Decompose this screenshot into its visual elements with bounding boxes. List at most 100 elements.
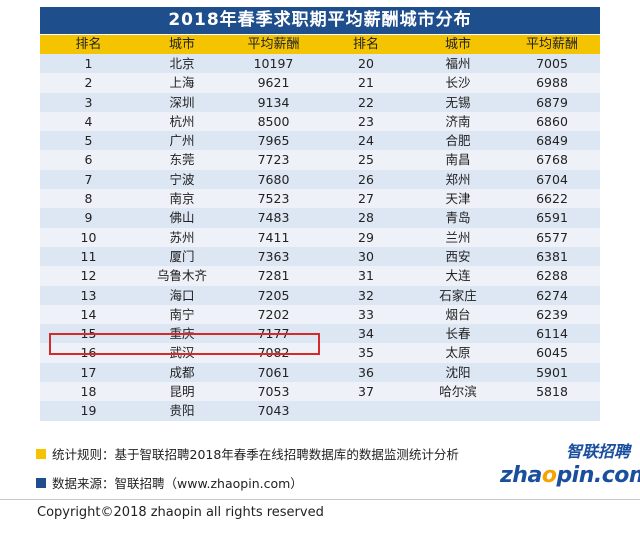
- yellow-square-icon: [36, 448, 46, 459]
- blue-square-icon: [36, 477, 46, 488]
- cell-rank-2: 23: [358, 113, 374, 129]
- cell-salary-2: 6879: [536, 94, 568, 110]
- cell-city-2: 合肥: [445, 133, 471, 149]
- header-salary-2: 平均薪酬: [525, 37, 578, 52]
- cell-city: 成都: [169, 364, 195, 380]
- cell-city: 佛山: [169, 210, 195, 226]
- cell-rank-2: 26: [358, 171, 374, 187]
- footnote-rule-text: 统计规则：基于智联招聘2018年春季在线招聘数据库的数据监测统计分析: [52, 447, 459, 462]
- cell-salary: 7082: [257, 345, 290, 361]
- cell-city-2: 青岛: [445, 210, 471, 226]
- cell-salary-2: 6045: [536, 345, 568, 361]
- cell-rank: 10: [80, 229, 97, 245]
- cell-salary-2: 6768: [536, 152, 568, 168]
- cell-salary-2: [504, 401, 600, 420]
- header-city: 城市: [168, 37, 195, 52]
- cell-rank-2: 28: [358, 210, 374, 226]
- cell-city-2: 天津: [445, 191, 471, 207]
- cell-rank: 19: [80, 403, 97, 419]
- cell-city-2: 太原: [445, 345, 471, 361]
- cell-city-2: 兰州: [445, 229, 471, 245]
- divider: [0, 499, 640, 500]
- cell-salary-2: 5818: [536, 384, 568, 400]
- cell-salary: 7053: [257, 384, 290, 400]
- zhaopin-logo: 智联招聘 zhaopin.com: [500, 438, 640, 488]
- table-row: 19 贵阳 7043: [40, 401, 600, 421]
- cell-rank-2: 37: [358, 384, 374, 400]
- cell-city: 深圳: [169, 94, 195, 110]
- cell-city: 昆明: [169, 384, 195, 400]
- cell-city: 厦门: [169, 248, 195, 264]
- cell-rank-2: 31: [358, 268, 374, 284]
- footnote-rule: 统计规则：基于智联招聘2018年春季在线招聘数据库的数据监测统计分析: [36, 444, 459, 463]
- cell-city-2: 大连: [445, 268, 471, 284]
- cell-rank: 18: [80, 384, 97, 400]
- cell-city-2: [412, 401, 504, 420]
- cell-salary: 7680: [257, 171, 290, 187]
- table-row: 9 佛山 7483 28 青岛 6591: [40, 208, 600, 228]
- cell-salary: 7043: [257, 403, 290, 419]
- highlight-box: [49, 333, 320, 355]
- cell-salary: 8500: [257, 113, 290, 129]
- cell-salary: 7411: [257, 229, 290, 245]
- cell-rank-2: 22: [358, 94, 374, 110]
- cell-city: 东莞: [169, 152, 195, 168]
- table-row: 4 杭州 8500 23 济南 6860: [40, 111, 600, 132]
- header-rank-2: 排名: [352, 37, 379, 52]
- table-row: 11 厦门 7363 30 西安 6381: [40, 246, 600, 267]
- table-title: 2018年春季求职期平均薪酬城市分布: [40, 7, 600, 34]
- cell-salary-2: 5901: [536, 364, 568, 380]
- table-row: 18 昆明 7053 37 哈尔滨 5818: [40, 382, 600, 402]
- cell-city: 北京: [169, 56, 195, 71]
- cell-salary-2: 6114: [536, 326, 568, 342]
- table-row: 5 广州 7965 24 合肥 6849: [40, 131, 600, 151]
- cell-salary-2: 6381: [536, 248, 568, 264]
- cell-city: 南京: [169, 191, 195, 207]
- cell-city: 宁波: [169, 171, 195, 187]
- header-salary: 平均薪酬: [247, 37, 300, 52]
- cell-salary: 7523: [257, 191, 290, 207]
- cell-city-2: 哈尔滨: [439, 384, 477, 400]
- cell-rank: 2: [84, 75, 93, 91]
- logo-cn-text: 智联招聘: [565, 442, 630, 461]
- cell-city-2: 沈阳: [445, 364, 471, 380]
- cell-city: 贵阳: [169, 403, 195, 419]
- table-row: 16 武汉 7082 35 太原 6045: [40, 343, 600, 363]
- cell-rank-2: 34: [358, 326, 374, 342]
- cell-rank-2: 36: [358, 364, 374, 380]
- cell-salary-2: 6288: [536, 268, 568, 284]
- cell-rank: 14: [80, 306, 97, 322]
- table-row: 1 北京 10197 20 福州 7005: [40, 54, 600, 74]
- cell-rank: 3: [84, 94, 93, 110]
- cell-rank-2: 35: [358, 345, 374, 361]
- cell-salary-2: 6860: [536, 113, 568, 129]
- table-body: 1 北京 10197 20 福州 7005 2 上海 9621 21 长沙 6988 3 深圳 9134 22…: [40, 54, 600, 421]
- cell-city: 乌鲁木齐: [156, 268, 207, 284]
- cell-city: 上海: [169, 75, 195, 91]
- logo-en-o: o: [541, 463, 557, 488]
- table-row: 2 上海 9621 21 长沙 6988: [40, 73, 600, 93]
- cell-rank: 11: [80, 248, 97, 264]
- table-row: 12 乌鲁木齐 7281 31 大连 6288: [40, 266, 600, 286]
- cell-city-2: 济南: [445, 113, 471, 129]
- cell-rank: 7: [84, 171, 93, 187]
- cell-salary-2: 6577: [536, 229, 568, 245]
- cell-city-2: 西安: [445, 248, 471, 264]
- cell-city-2: 石家庄: [439, 287, 477, 303]
- cell-rank-2: [320, 401, 412, 420]
- cell-rank: 8: [84, 191, 93, 207]
- cell-rank-2: 24: [358, 133, 374, 149]
- cell-salary-2: 6591: [536, 210, 568, 226]
- footnote-source: 数据来源：智联招聘（www.zhaopin.com）: [36, 473, 303, 492]
- table-row: 3 深圳 9134 22 无锡 6879: [40, 92, 600, 112]
- cell-rank-2: 30: [358, 248, 374, 264]
- logo-en-pre: zha: [500, 463, 542, 488]
- cell-salary: 9621: [257, 75, 290, 91]
- cell-rank-2: 25: [358, 152, 374, 168]
- cell-rank: 4: [84, 113, 93, 129]
- cell-rank-2: 33: [358, 306, 374, 322]
- cell-city: 南宁: [169, 306, 195, 322]
- cell-rank: 16: [80, 345, 97, 361]
- cell-rank: 6: [84, 152, 93, 168]
- cell-city-2: 长春: [445, 326, 471, 342]
